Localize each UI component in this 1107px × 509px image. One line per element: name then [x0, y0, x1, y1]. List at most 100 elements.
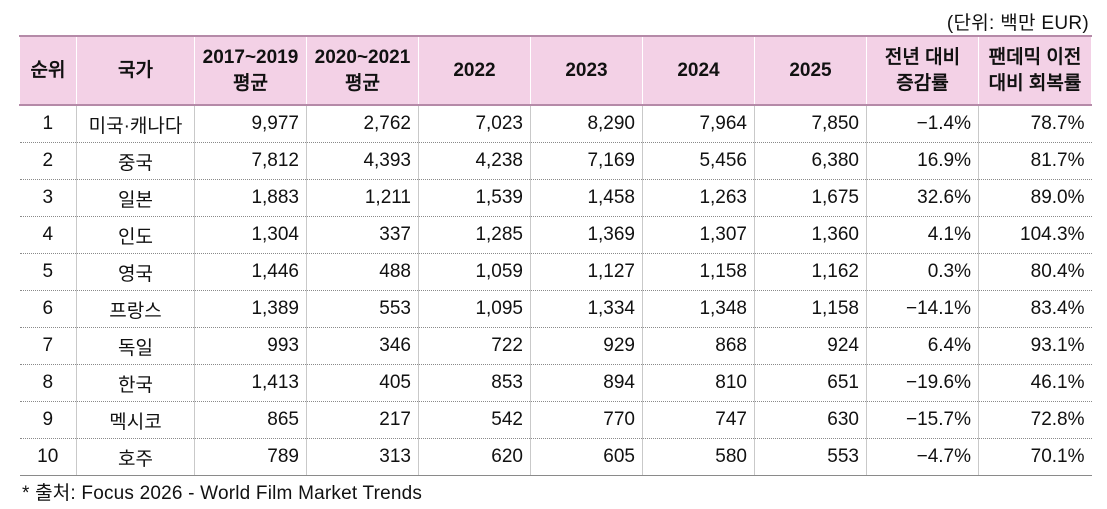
- value-cell: 894: [530, 364, 643, 402]
- value-cell: 217: [306, 401, 419, 439]
- country-cell: 호주: [76, 438, 195, 476]
- value-cell: 72.8%: [978, 401, 1092, 439]
- value-cell: 7,812: [194, 142, 307, 180]
- value-cell: 553: [754, 438, 867, 476]
- value-cell: 1,539: [418, 179, 531, 217]
- value-cell: 488: [306, 253, 419, 291]
- column-header: 2017~2019 평균: [194, 36, 307, 105]
- rank-cell: 9: [19, 401, 77, 439]
- value-cell: 78.7%: [978, 105, 1092, 143]
- value-cell: 1,360: [754, 216, 867, 254]
- value-cell: 46.1%: [978, 364, 1092, 402]
- value-cell: 542: [418, 401, 531, 439]
- column-header: 2024: [642, 36, 755, 105]
- unit-label: (단위: 백만 EUR): [946, 13, 1089, 34]
- rank-cell: 3: [19, 179, 77, 217]
- value-cell: 865: [194, 401, 307, 439]
- value-cell: 1,162: [754, 253, 867, 291]
- value-cell: −19.6%: [866, 364, 979, 402]
- value-cell: 7,850: [754, 105, 867, 143]
- rank-cell: 10: [19, 438, 77, 476]
- value-cell: 1,304: [194, 216, 307, 254]
- value-cell: 993: [194, 327, 307, 365]
- value-cell: 605: [530, 438, 643, 476]
- value-cell: 1,883: [194, 179, 307, 217]
- source-note: * 출처: Focus 2026 - World Film Market Tre…: [22, 483, 423, 504]
- country-cell: 영국: [76, 253, 195, 291]
- table-row: 1 미국·캐나다 9,977 2,762 7,023 8,290 7,964 7,850 −1.…: [19, 105, 1092, 143]
- column-header: 팬데믹 이전 대비 회복률: [978, 36, 1092, 105]
- value-cell: 70.1%: [978, 438, 1092, 476]
- column-header: 2022: [418, 36, 531, 105]
- value-cell: 1,095: [418, 290, 531, 328]
- value-cell: 16.9%: [866, 142, 979, 180]
- value-cell: 789: [194, 438, 307, 476]
- value-cell: 80.4%: [978, 253, 1092, 291]
- value-cell: 1,675: [754, 179, 867, 217]
- value-cell: 7,023: [418, 105, 531, 143]
- value-cell: 1,158: [642, 253, 755, 291]
- value-cell: 868: [642, 327, 755, 365]
- column-header: 순위: [19, 36, 77, 105]
- column-header: 2023: [530, 36, 643, 105]
- table-body: 1 미국·캐나다 9,977 2,762 7,023 8,290 7,964 7,850 −1.…: [19, 105, 1092, 476]
- country-cell: 독일: [76, 327, 195, 365]
- value-cell: 83.4%: [978, 290, 1092, 328]
- country-cell: 인도: [76, 216, 195, 254]
- value-cell: 313: [306, 438, 419, 476]
- column-header: 2025: [754, 36, 867, 105]
- value-cell: 4,393: [306, 142, 419, 180]
- value-cell: −4.7%: [866, 438, 979, 476]
- value-cell: 620: [418, 438, 531, 476]
- value-cell: 1,307: [642, 216, 755, 254]
- rank-cell: 4: [19, 216, 77, 254]
- value-cell: 1,348: [642, 290, 755, 328]
- value-cell: 747: [642, 401, 755, 439]
- value-cell: 1,458: [530, 179, 643, 217]
- value-cell: 810: [642, 364, 755, 402]
- country-cell: 한국: [76, 364, 195, 402]
- value-cell: 8,290: [530, 105, 643, 143]
- rank-cell: 5: [19, 253, 77, 291]
- table-row: 3 일본 1,883 1,211 1,539 1,458 1,263 1,675 32.6% 89…: [19, 179, 1092, 217]
- value-cell: 4,238: [418, 142, 531, 180]
- value-cell: 1,263: [642, 179, 755, 217]
- table-row: 6 프랑스 1,389 553 1,095 1,334 1,348 1,158 −14.1% 83…: [19, 290, 1092, 328]
- value-cell: 1,389: [194, 290, 307, 328]
- rank-cell: 2: [19, 142, 77, 180]
- value-cell: 2,762: [306, 105, 419, 143]
- table-row: 7 독일 993 346 722 929 868 924 6.4% 93.1%: [19, 327, 1092, 365]
- value-cell: 1,285: [418, 216, 531, 254]
- value-cell: 6.4%: [866, 327, 979, 365]
- header-row: 순위 국가 2017~2019 평균 2020~2021 평균 2022 2023 2024 20…: [19, 36, 1092, 105]
- value-cell: 1,059: [418, 253, 531, 291]
- value-cell: 580: [642, 438, 755, 476]
- rank-cell: 1: [19, 105, 77, 143]
- value-cell: 9,977: [194, 105, 307, 143]
- value-cell: 346: [306, 327, 419, 365]
- value-cell: 104.3%: [978, 216, 1092, 254]
- table-row: 2 중국 7,812 4,393 4,238 7,169 5,456 6,380 16.9% 81…: [19, 142, 1092, 180]
- value-cell: 89.0%: [978, 179, 1092, 217]
- value-cell: 1,334: [530, 290, 643, 328]
- country-cell: 프랑스: [76, 290, 195, 328]
- value-cell: 0.3%: [866, 253, 979, 291]
- value-cell: 5,456: [642, 142, 755, 180]
- table-row: 8 한국 1,413 405 853 894 810 651 −19.6% 46.1%: [19, 364, 1092, 402]
- table-row: 9 멕시코 865 217 542 770 747 630 −15.7% 72.8%: [19, 401, 1092, 439]
- value-cell: 1,446: [194, 253, 307, 291]
- value-cell: 924: [754, 327, 867, 365]
- value-cell: 1,127: [530, 253, 643, 291]
- value-cell: 770: [530, 401, 643, 439]
- box-office-table: 순위 국가 2017~2019 평균 2020~2021 평균 2022 2023 2024 20…: [19, 35, 1092, 476]
- value-cell: 1,413: [194, 364, 307, 402]
- value-cell: 7,169: [530, 142, 643, 180]
- column-header: 국가: [76, 36, 195, 105]
- value-cell: 929: [530, 327, 643, 365]
- value-cell: 7,964: [642, 105, 755, 143]
- value-cell: 651: [754, 364, 867, 402]
- rank-cell: 8: [19, 364, 77, 402]
- rank-cell: 6: [19, 290, 77, 328]
- value-cell: 337: [306, 216, 419, 254]
- value-cell: −1.4%: [866, 105, 979, 143]
